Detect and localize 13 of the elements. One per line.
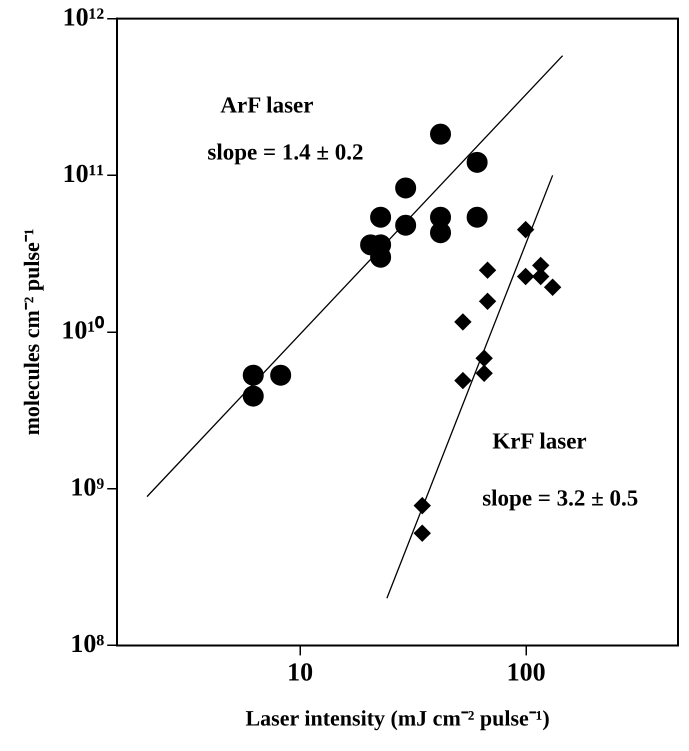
x-axis-title: Laser intensity (mJ cm⁻² pulse⁻¹) — [245, 705, 550, 730]
y-tick-label: 10¹¹ — [62, 159, 104, 188]
y-axis-title: molecules cm⁻² pulse⁻¹ — [18, 228, 44, 436]
x-tick-label: 10 — [287, 658, 314, 687]
annotation: slope = 3.2 ± 0.5 — [482, 485, 638, 510]
y-tick-label: 10¹⁰ — [61, 316, 106, 345]
y-tick-label: 10¹² — [62, 2, 104, 32]
x-tick-label: 100 — [506, 658, 546, 687]
y-tick-label: 10⁹ — [70, 472, 104, 502]
annotation: ArF laser — [220, 92, 314, 118]
y-tick-label: 10⁸ — [70, 629, 104, 658]
annotation: KrF laser — [492, 428, 587, 454]
annotation: slope = 1.4 ± 0.2 — [207, 139, 364, 164]
